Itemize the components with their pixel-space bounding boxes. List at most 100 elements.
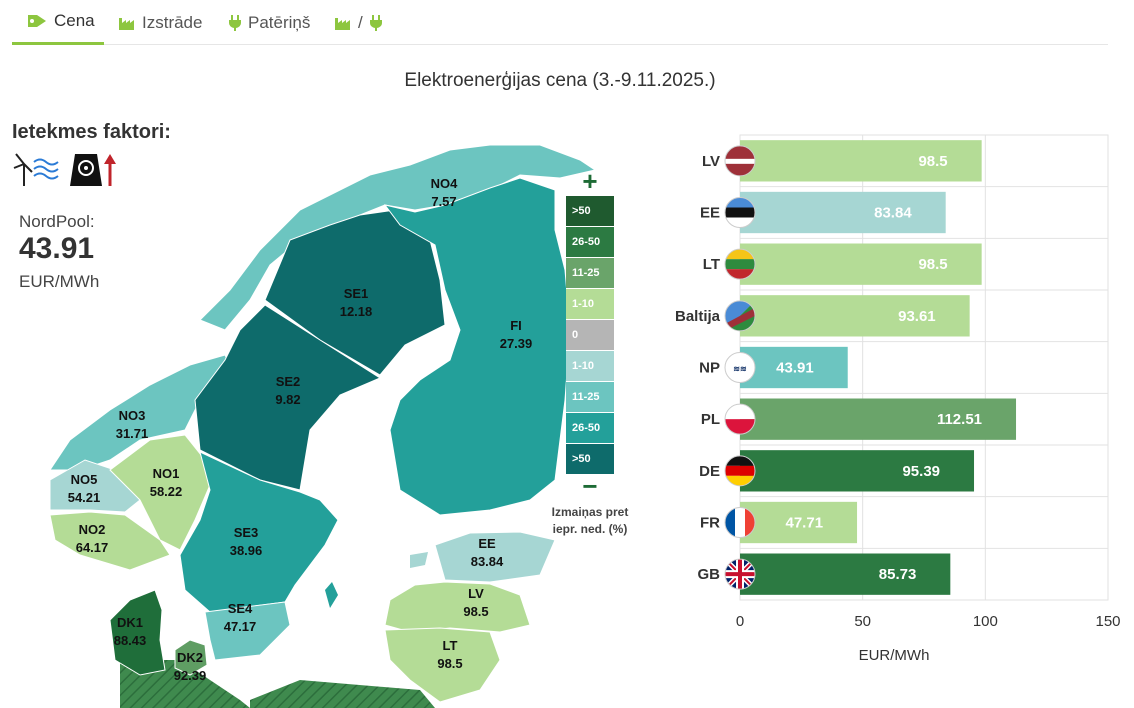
bar-value-label: 85.73 <box>879 566 917 583</box>
map-region-LT[interactable] <box>384 627 501 703</box>
tab-paterins[interactable]: Patēriņš <box>228 0 310 45</box>
svg-text:≋≋: ≋≋ <box>733 365 747 374</box>
map-region-value: 54.21 <box>68 490 101 505</box>
category-label: DE <box>699 463 720 480</box>
map-region-value: 38.96 <box>230 543 263 558</box>
france-flag-icon <box>725 507 755 538</box>
map-region-NO1[interactable] <box>109 434 211 551</box>
map-region-value: 88.43 <box>114 633 147 648</box>
bar-EE[interactable] <box>740 191 946 234</box>
bar-value-label: 43.91 <box>776 360 814 377</box>
category-label: LT <box>703 256 720 273</box>
tab-balance[interactable]: / <box>334 0 383 45</box>
bar-GB[interactable] <box>740 553 951 595</box>
latvia-flag-icon <box>725 145 755 176</box>
legend-item: 1-10 <box>566 289 614 320</box>
tab-cena-label: Cena <box>54 11 95 30</box>
plus-icon: + <box>582 166 598 196</box>
map-region-value: 47.17 <box>224 619 257 634</box>
map-region-EE[interactable] <box>434 531 556 583</box>
category-label: PL <box>701 411 720 428</box>
price-bar-chart: 98.5 83.84 98.5 93.61 43.91 ≋≋ 112.51 95.39 47.7… <box>675 134 1121 664</box>
legend-item: 26-50 <box>566 227 614 258</box>
category-label: NP <box>699 360 720 377</box>
map-region-value: 27.39 <box>500 336 533 351</box>
map-region-LV[interactable] <box>384 581 531 633</box>
plug-icon <box>369 14 383 32</box>
bar-DE[interactable] <box>740 450 975 492</box>
bar-value-label: 83.84 <box>874 205 912 222</box>
map-region-value: 31.71 <box>116 426 149 441</box>
map-region-value: 83.84 <box>471 554 504 569</box>
x-axis-label: EUR/MWh <box>859 647 930 664</box>
x-tick-label: 50 <box>854 613 871 630</box>
legend-item: 1-10 <box>566 351 614 382</box>
bar-Baltija[interactable] <box>740 295 970 337</box>
map-region-label: SE3 <box>234 525 259 540</box>
tab-cena[interactable]: Cena <box>12 0 104 45</box>
bar-LV[interactable] <box>740 140 982 182</box>
category-label: FR <box>700 515 720 532</box>
map-region-SE4[interactable] <box>204 601 291 661</box>
x-tick-label: 100 <box>973 613 998 630</box>
x-tick-label: 0 <box>736 613 744 630</box>
tab-balance-label: / <box>358 12 363 32</box>
map-region-SE1[interactable] <box>264 209 446 376</box>
category-label: Baltija <box>675 308 721 325</box>
nordpool-logo-icon: ≋≋ <box>725 352 755 383</box>
poland-flag-icon <box>725 404 755 435</box>
map-region-SE3[interactable] <box>179 451 339 613</box>
map-region-value: 7.57 <box>431 194 456 209</box>
tab-bar: Cena Izstrāde Patēriņš / <box>12 0 1108 45</box>
wind-icon <box>12 150 60 193</box>
uk-flag-icon <box>725 559 755 590</box>
map-region-value: 92.39 <box>174 668 207 683</box>
germany-flag-icon <box>725 455 755 486</box>
lithuania-flag-icon <box>725 249 755 280</box>
map-region-label: DK1 <box>117 615 143 630</box>
map-region-label: NO3 <box>119 408 146 423</box>
factor-icons <box>12 150 116 193</box>
bar-value-label: 112.51 <box>937 411 982 428</box>
legend-item: >50 <box>566 444 614 475</box>
map-region-DK2[interactable] <box>174 639 208 676</box>
category-label: LV <box>702 153 720 170</box>
map-region-label: NO4 <box>431 176 459 191</box>
legend-item: 26-50 <box>566 413 614 444</box>
map-region-NO2[interactable] <box>49 511 171 571</box>
minus-icon: − <box>582 471 598 501</box>
factors-title: Ietekmes faktori: <box>12 121 171 143</box>
map-region-label: EE <box>478 536 496 551</box>
legend-note-line2: iepr. ned. (%) <box>552 522 628 536</box>
legend-item: 0 <box>566 320 614 351</box>
map-region-value: 58.22 <box>150 484 183 499</box>
map-region-label: SE4 <box>228 601 253 616</box>
bar-PL[interactable] <box>740 398 1017 440</box>
legend-item: 11-25 <box>566 258 614 289</box>
map-region-value: 64.17 <box>76 540 109 555</box>
bar-value-label: 93.61 <box>898 308 936 325</box>
bar-NP[interactable] <box>740 346 848 389</box>
tab-paterins-label: Patēriņš <box>248 12 311 32</box>
map-region-DK1[interactable] <box>109 589 166 676</box>
tab-izstrade[interactable]: Izstrāde <box>118 0 202 45</box>
map-region-label: FI <box>510 318 522 333</box>
bar-value-label: 98.5 <box>918 153 947 170</box>
bar-LT[interactable] <box>740 243 982 285</box>
x-tick-label: 150 <box>1095 613 1120 630</box>
legend-item: 11-25 <box>566 382 614 413</box>
legend-item: >50 <box>566 196 614 227</box>
category-label: EE <box>700 205 720 222</box>
nordpool-label: NordPool: <box>19 212 95 231</box>
tag-icon <box>26 13 48 29</box>
map-region-label: NO5 <box>71 472 98 487</box>
map-region-FI[interactable] <box>383 177 571 516</box>
bar-FR[interactable] <box>740 501 858 544</box>
legend-note-line1: Izmaiņas pret <box>551 505 629 519</box>
gotland-island <box>325 582 338 608</box>
estonia-flag-icon <box>725 197 755 228</box>
map-region-label: SE2 <box>276 374 301 389</box>
nordpool-unit: EUR/MWh <box>19 272 100 291</box>
map-region-value: 98.5 <box>437 656 462 671</box>
map-region-value: 98.5 <box>463 604 488 619</box>
